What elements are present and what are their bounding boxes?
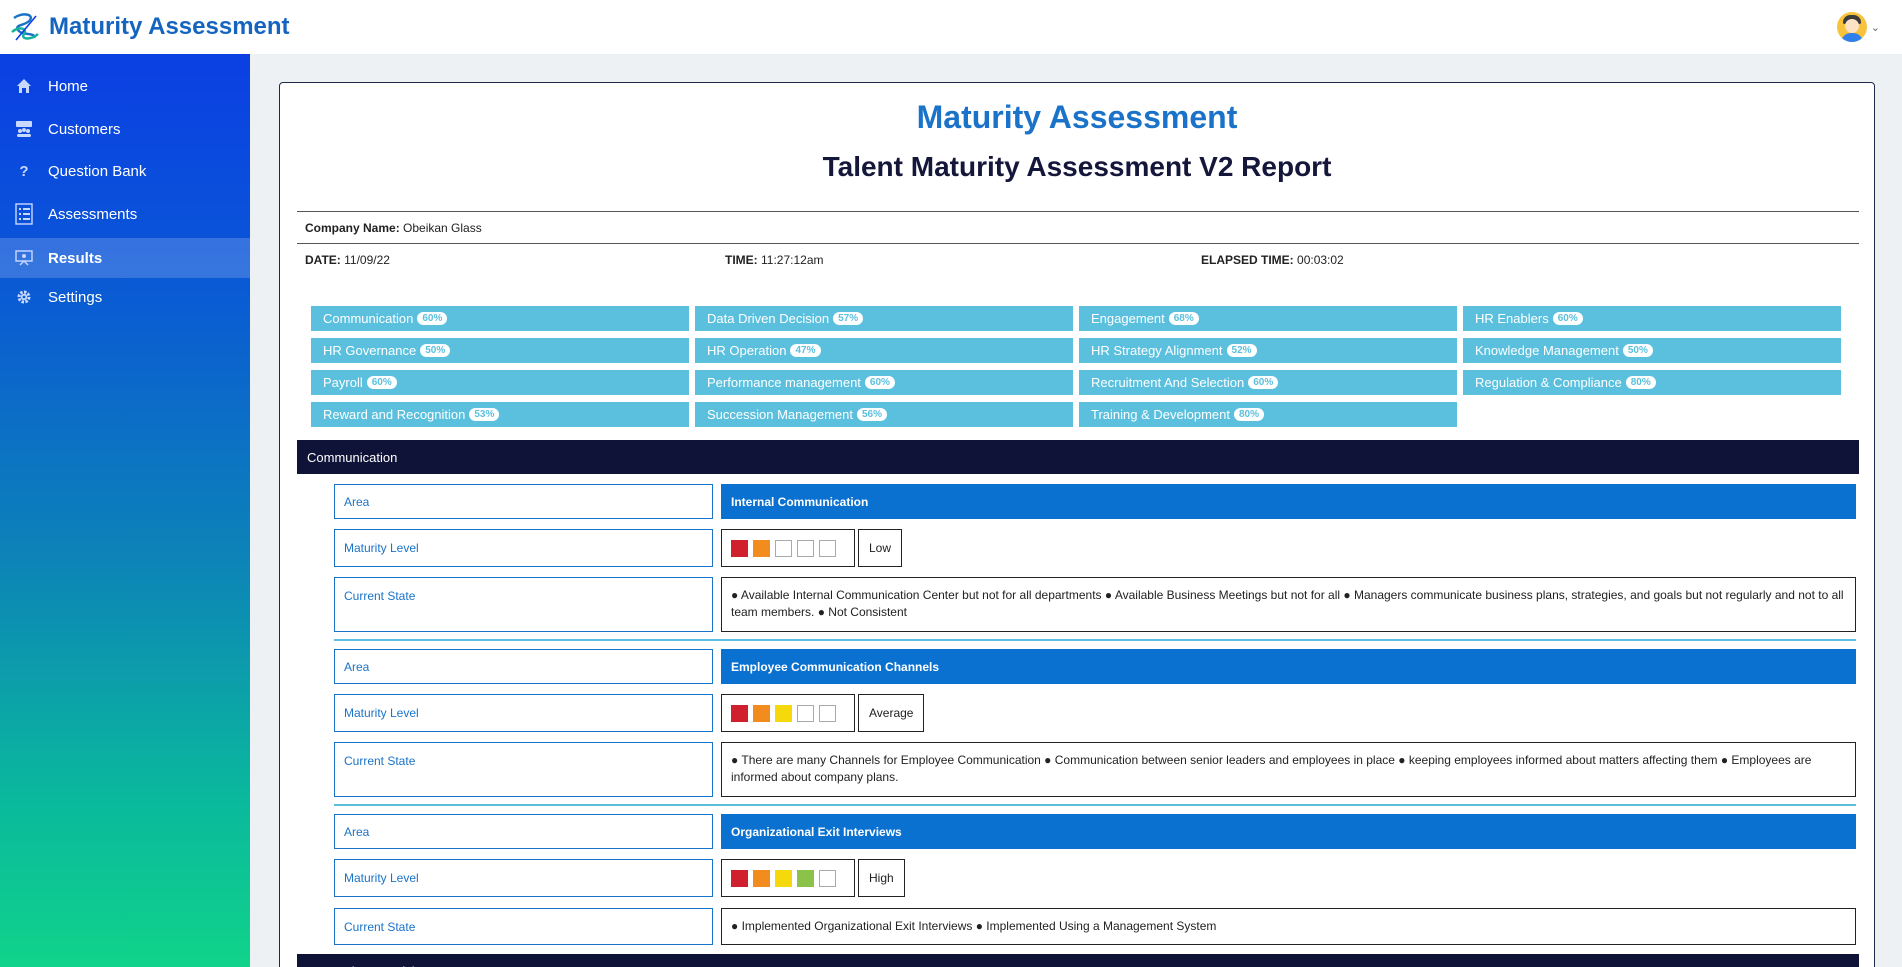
category-grid: Communication 60% Data Driven Decision 57%…: [311, 306, 1845, 427]
brand-logo-icon: [11, 13, 39, 41]
customers-icon: [14, 119, 34, 139]
category-communication[interactable]: Communication 60%: [311, 306, 689, 331]
sidebar-item-label: Home: [48, 77, 89, 95]
top-bar: Maturity Assessment ⌄: [0, 0, 1902, 54]
sidebar-item-question-bank[interactable]: ? Question Bank: [0, 152, 250, 190]
sidebar: Home Customers ? Question Bank Assessmen…: [0, 54, 250, 967]
category-hr-operation[interactable]: HR Operation 47%: [695, 338, 1073, 363]
current-state-label: Current State: [334, 742, 713, 797]
report-date: DATE: 11/09/22: [305, 253, 390, 267]
sidebar-item-customers[interactable]: Customers: [0, 106, 250, 152]
current-state-text: ● Available Internal Communication Cente…: [721, 577, 1856, 632]
sidebar-item-results[interactable]: Results: [0, 238, 250, 278]
category-hr-strategy-alignment[interactable]: HR Strategy Alignment 52%: [1079, 338, 1457, 363]
chevron-down-icon[interactable]: ⌄: [1870, 21, 1880, 34]
user-menu[interactable]: ⌄: [1836, 12, 1880, 42]
area-label: Area: [334, 814, 713, 849]
category-engagement[interactable]: Engagement 68%: [1079, 306, 1457, 331]
current-state-text: ● There are many Channels for Employee C…: [721, 742, 1856, 797]
category-knowledge-management[interactable]: Knowledge Management 50%: [1463, 338, 1841, 363]
level-square: [753, 539, 770, 557]
sidebar-item-label: Settings: [48, 288, 103, 306]
current-state-label: Current State: [334, 908, 713, 945]
level-square: [797, 704, 814, 722]
avatar[interactable]: [1836, 12, 1867, 42]
report-card: Maturity Assessment Talent Maturity Asse…: [279, 82, 1875, 967]
area-label: Area: [334, 649, 713, 684]
list-icon: [14, 203, 34, 225]
gear-icon: [14, 287, 34, 307]
maturity-label: Maturity Level: [334, 529, 713, 567]
maturity-level-text: High: [858, 859, 905, 897]
level-square: [775, 539, 792, 557]
category-payroll[interactable]: Payroll 60%: [311, 370, 689, 395]
question-icon: ?: [19, 162, 29, 180]
app-title: Maturity Assessment: [49, 13, 290, 40]
level-square: [819, 869, 836, 887]
area-value: Employee Communication Channels: [721, 649, 1856, 684]
maturity-meter: [721, 694, 855, 732]
section-header: Communication: [297, 440, 1859, 474]
company-name: Company Name: Obeikan Glass: [305, 221, 482, 235]
section-header: Data Driven Decision: [297, 954, 1859, 967]
maturity-level-text: Average: [858, 694, 925, 732]
presentation-icon: [14, 248, 34, 268]
home-icon: [14, 76, 34, 96]
category-hr-enablers[interactable]: HR Enablers 60%: [1463, 306, 1841, 331]
category-performance-management[interactable]: Performance management 60%: [695, 370, 1073, 395]
area-value: Internal Communication: [721, 484, 1856, 519]
category-regulation-compliance[interactable]: Regulation & Compliance 80%: [1463, 370, 1841, 395]
report-title: Maturity Assessment: [916, 99, 1238, 135]
maturity-label: Maturity Level: [334, 859, 713, 897]
sidebar-item-label: Assessments: [48, 205, 138, 223]
current-state-label: Current State: [334, 577, 713, 632]
report-subtitle: Talent Maturity Assessment V2 Report: [822, 151, 1332, 182]
sidebar-item-settings[interactable]: Settings: [0, 278, 250, 316]
divider: [297, 211, 1859, 212]
sidebar-item-label: Question Bank: [48, 162, 147, 180]
block-separator: [334, 804, 1856, 806]
level-square: [775, 704, 792, 722]
level-square: [819, 539, 836, 557]
category-succession-management[interactable]: Succession Management 56%: [695, 402, 1073, 427]
block-separator: [334, 639, 1856, 641]
brand[interactable]: Maturity Assessment: [0, 10, 290, 44]
elapsed-time: ELAPSED TIME: 00:03:02: [1201, 253, 1344, 267]
level-square: [731, 704, 748, 722]
level-square: [775, 869, 792, 887]
level-square: [797, 869, 814, 887]
area-label: Area: [334, 484, 713, 519]
level-square: [731, 539, 748, 557]
sidebar-item-assessments[interactable]: Assessments: [0, 190, 250, 238]
sidebar-item-label: Results: [48, 249, 103, 267]
category-reward-and-recognition[interactable]: Reward and Recognition 53%: [311, 402, 689, 427]
level-square: [819, 704, 836, 722]
level-square: [797, 539, 814, 557]
area-value: Organizational Exit Interviews: [721, 814, 1856, 849]
maturity-level-text: Low: [858, 529, 903, 567]
level-square: [731, 869, 748, 887]
category-data-driven-decision[interactable]: Data Driven Decision 57%: [695, 306, 1073, 331]
level-square: [753, 704, 770, 722]
level-square: [753, 869, 770, 887]
category-recruitment-and-selection[interactable]: Recruitment And Selection 60%: [1079, 370, 1457, 395]
divider: [297, 243, 1859, 244]
maturity-meter: [721, 529, 855, 567]
category-training-development[interactable]: Training & Development 80%: [1079, 402, 1457, 427]
sidebar-item-label: Customers: [48, 120, 121, 138]
category-hr-governance[interactable]: HR Governance 50%: [311, 338, 689, 363]
sidebar-item-home[interactable]: Home: [0, 66, 250, 106]
current-state-text: ● Implemented Organizational Exit Interv…: [721, 908, 1856, 945]
maturity-meter: [721, 859, 855, 897]
report-time: TIME: 11:27:12am: [725, 253, 824, 267]
maturity-label: Maturity Level: [334, 694, 713, 732]
